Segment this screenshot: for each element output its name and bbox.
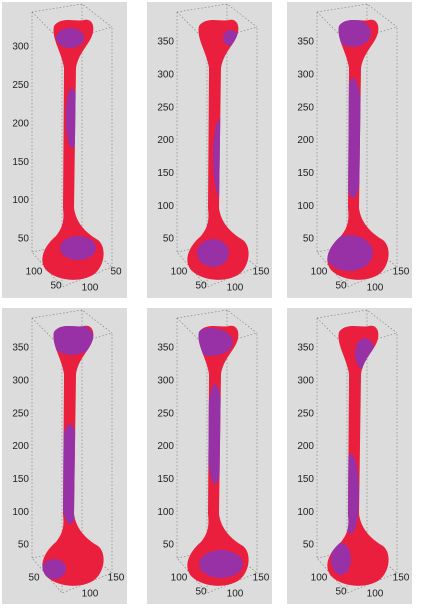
base-tick-label: 100 <box>82 589 99 600</box>
base-tick-label: 150 <box>393 267 410 278</box>
base-tick-label: 100 <box>227 283 244 294</box>
z-tick-label: 150 <box>12 157 29 168</box>
base-tick-label: 150 <box>253 573 270 584</box>
z-tick-label: 100 <box>12 195 29 206</box>
base-tick-label: 150 <box>253 267 270 278</box>
axes-box <box>31 309 113 594</box>
z-tick-label: 250 <box>12 80 29 91</box>
shading-patch <box>335 19 371 47</box>
z-tick-label: 250 <box>297 102 314 113</box>
axes-box <box>316 309 398 594</box>
z-tick-label: 150 <box>12 474 29 485</box>
shading-patch <box>207 384 223 484</box>
base-tick-label: 100 <box>171 267 188 278</box>
base-tick-label: 100 <box>171 573 188 584</box>
bone-shading <box>56 28 96 260</box>
z-tick-label: 250 <box>297 408 314 419</box>
z-tick-label: 100 <box>297 507 314 518</box>
shading-patch <box>331 543 351 575</box>
z-tick-label: 300 <box>12 375 29 386</box>
panel: 50 100 150 200 250 300 350 100 50 100 150 <box>287 2 412 298</box>
z-tick-label: 50 <box>303 234 315 245</box>
z-tick-label: 50 <box>18 540 30 551</box>
shading-patch <box>197 239 229 267</box>
z-tick-label: 350 <box>297 343 314 354</box>
panel: 50 100 150 200 250 300 350 100 50 100 150 <box>147 308 272 604</box>
shading-patch <box>42 559 66 579</box>
z-tick-label: 350 <box>157 343 174 354</box>
axes-box <box>316 3 398 288</box>
z-tick-label: 50 <box>163 540 175 551</box>
base-tick-label: 100 <box>367 589 384 600</box>
z-tick-label: 100 <box>12 507 29 518</box>
base-tick-label: 50 <box>195 587 207 598</box>
z-tick-label: 200 <box>157 135 174 146</box>
z-tick-label: 350 <box>12 343 29 354</box>
base-tick-label: 150 <box>393 573 410 584</box>
z-tick-label: 100 <box>297 201 314 212</box>
z-tick-label: 150 <box>157 168 174 179</box>
base-tick-label: 100 <box>367 283 384 294</box>
base-tick-label: 50 <box>28 573 40 584</box>
z-tick-label: 200 <box>297 135 314 146</box>
z-tick-label: 150 <box>157 474 174 485</box>
axes-box <box>176 3 258 288</box>
axes-box <box>176 309 258 594</box>
shading-patch <box>199 550 243 578</box>
z-tick-label: 300 <box>157 69 174 80</box>
z-tick-label: 350 <box>157 37 174 48</box>
shading-patch <box>327 235 373 271</box>
z-tick-label: 50 <box>303 540 315 551</box>
z-tick-label: 250 <box>157 408 174 419</box>
z-tick-label: 100 <box>157 201 174 212</box>
z-tick-label: 350 <box>297 37 314 48</box>
base-tick-label: 50 <box>335 587 347 598</box>
panel: 50 100 150 200 250 300 100 50 100 50 <box>2 2 127 298</box>
base-tick-label: 100 <box>311 267 328 278</box>
z-tick-label: 250 <box>157 102 174 113</box>
panel: 50 100 150 200 250 300 350 100 50 100 150 <box>147 2 272 298</box>
z-tick-label: 50 <box>163 234 175 245</box>
shading-patch <box>66 88 78 148</box>
bone <box>327 325 389 586</box>
bone-shading <box>331 338 375 575</box>
shading-patch <box>50 325 94 355</box>
shading-patch <box>56 28 84 48</box>
panel: 50 100 150 200 250 300 350 100 50 100 150 <box>287 308 412 604</box>
z-tick-label: 200 <box>157 441 174 452</box>
base-tick-label: 100 <box>82 283 99 294</box>
z-tick-label: 150 <box>297 168 314 179</box>
z-tick-label: 200 <box>12 118 29 129</box>
base-tick-label: 50 <box>195 281 207 292</box>
base-tick-label: 50 <box>50 281 62 292</box>
base-tick-label: 50 <box>110 267 122 278</box>
z-tick-label: 300 <box>297 69 314 80</box>
panel: 50 100 150 200 250 300 350 50 100 150 <box>2 308 127 604</box>
base-tick-label: 100 <box>26 267 43 278</box>
z-tick-label: 50 <box>18 234 30 245</box>
base-tick-label: 150 <box>108 573 125 584</box>
z-tick-label: 300 <box>12 42 29 53</box>
z-tick-label: 150 <box>297 474 314 485</box>
base-tick-label: 100 <box>311 573 328 584</box>
z-tick-label: 200 <box>297 441 314 452</box>
shading-patch <box>60 236 96 260</box>
axes-box <box>31 3 113 288</box>
z-tick-label: 200 <box>12 441 29 452</box>
z-tick-label: 300 <box>157 375 174 386</box>
bone <box>42 19 104 280</box>
z-tick-label: 100 <box>157 507 174 518</box>
z-tick-label: 250 <box>12 408 29 419</box>
base-tick-label: 100 <box>227 589 244 600</box>
base-tick-label: 50 <box>335 281 347 292</box>
z-tick-label: 300 <box>297 375 314 386</box>
